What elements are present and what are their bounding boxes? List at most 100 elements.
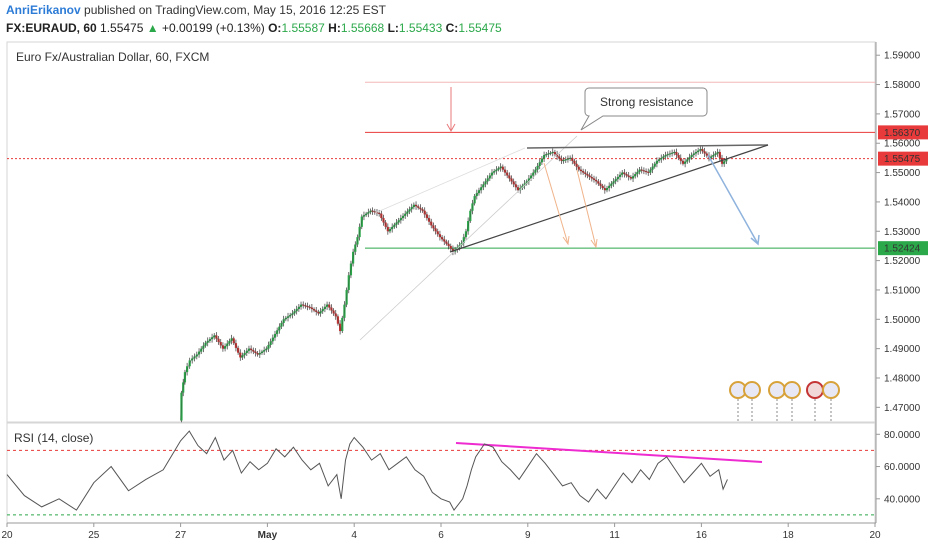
time-axis[interactable]: 20 25 27 May 4 6 9 11 16 18 20 (1, 523, 881, 541)
candle-body-217 (651, 166, 654, 170)
candle-body-38 (263, 350, 266, 352)
candle-body-210 (636, 171, 639, 175)
triangle-bottom-line[interactable] (449, 144, 769, 253)
candle-body-151 (508, 175, 511, 179)
candle-body-113 (425, 214, 428, 219)
candle-body-134 (471, 203, 474, 211)
price-tick-label-4: 1.51000 (884, 285, 921, 296)
triangle-top-line[interactable] (526, 144, 769, 149)
au-flag-icon-4[interactable] (783, 381, 801, 399)
candle-body-87 (369, 210, 372, 213)
candle-body-43 (273, 333, 277, 338)
candle-body-40 (267, 344, 270, 349)
time-tick-label-3: May (258, 530, 278, 541)
rsi-pane[interactable] (6, 422, 876, 524)
candle-body-0 (180, 392, 183, 421)
candle-body-3 (186, 366, 189, 373)
candle-body-247 (716, 152, 719, 154)
au-flag-icon-3[interactable] (768, 381, 786, 399)
drawings[interactable]: Strong resistance (359, 87, 769, 463)
candle-body-191 (595, 179, 598, 182)
eu-flag-icon[interactable] (806, 381, 824, 399)
candle-body-238 (697, 150, 700, 153)
candle-body-189 (590, 176, 593, 179)
rsi-axis[interactable]: 40.0000 60.0000 80.0000 (876, 430, 921, 506)
candle-body-32 (250, 348, 253, 351)
candle-body-61 (312, 309, 316, 311)
price-tick-label-1: 1.48000 (884, 373, 921, 384)
candle-body-246 (714, 153, 717, 155)
candle-body-83 (360, 216, 363, 227)
candle-body-24 (232, 338, 235, 344)
candle-body-46 (280, 322, 283, 327)
price-tick-label-7: 1.54000 (884, 197, 921, 208)
candle-body-119 (438, 234, 442, 238)
candle-body-208 (631, 176, 635, 179)
open-label: O: (268, 21, 282, 35)
candle-body-28 (241, 355, 244, 358)
time-tick-label-5: 6 (438, 530, 444, 541)
candle-body-108 (414, 204, 418, 207)
candle-body-84 (362, 215, 366, 217)
candle-body-97 (391, 226, 394, 230)
price-badge-label-0: 1.56370 (884, 128, 921, 139)
candle-body-118 (436, 231, 439, 235)
high-value: 1.55668 (340, 21, 385, 35)
candle-body-239 (699, 149, 702, 151)
candle-body-104 (406, 211, 409, 214)
candle-body-178 (566, 158, 570, 160)
candle-body-123 (447, 243, 450, 246)
candle-body-198 (610, 183, 613, 186)
candle-body-175 (560, 158, 563, 161)
candle-body-138 (480, 187, 483, 191)
candle-body-209 (634, 174, 637, 177)
candle-body-232 (684, 161, 687, 164)
time-tick-label-4: 4 (351, 530, 357, 541)
rsi-series-line (6, 430, 728, 512)
rsi-trend-line[interactable] (455, 442, 763, 463)
candle-body-44 (276, 330, 279, 334)
candle-body-85 (365, 213, 368, 216)
au-flag-icon-2[interactable] (743, 381, 761, 399)
price-pane-title: Euro Fx/Australian Dollar, 60, FXCM (16, 50, 209, 64)
candle-body-195 (603, 187, 606, 191)
candle-body-16 (215, 335, 218, 339)
author-link[interactable]: AnriErikanov (6, 3, 81, 17)
candle-body-93 (382, 218, 385, 223)
candle-body-122 (445, 241, 448, 244)
down-arrow-orange-2 (576, 169, 597, 248)
callout-text: Strong resistance (600, 95, 694, 109)
callout-bubble[interactable] (580, 87, 708, 131)
event-icons[interactable] (729, 381, 840, 422)
candle-body-141 (486, 178, 489, 182)
candle-body-23 (230, 338, 233, 341)
price-pane[interactable] (6, 41, 876, 423)
time-tick-label-7: 11 (609, 530, 620, 541)
candle-body-250 (723, 161, 726, 164)
candle-body-142 (488, 175, 491, 179)
candle-body-56 (302, 304, 305, 306)
price-axis[interactable]: 1.47000 1.48000 1.49000 1.50000 1.51000 1.520… (876, 51, 921, 414)
candle-body-212 (640, 169, 643, 171)
candle-body-5 (191, 358, 194, 361)
down-arrow-red-head (446, 123, 456, 133)
candle-body-82 (358, 226, 361, 238)
au-flag-icon-5[interactable] (822, 381, 840, 399)
candle-body-177 (564, 159, 567, 161)
close-value: 1.55475 (458, 21, 502, 35)
candle-body-135 (473, 196, 476, 204)
candle-body-55 (299, 304, 303, 307)
price-tick-label-3: 1.50000 (884, 315, 921, 326)
candle-body-79 (352, 251, 355, 264)
candle-body-218 (653, 163, 656, 167)
candle-body-244 (710, 156, 713, 158)
ohlc-line: FX:EURAUD, 60 1.55475 ▲ +0.00199 (+0.13%… (6, 21, 502, 35)
candle-body-49 (286, 316, 290, 318)
publish-line: AnriErikanov published on TradingView.co… (6, 3, 386, 17)
candle-body-207 (629, 176, 632, 179)
candle-body-224 (666, 154, 669, 156)
candle-body-235 (690, 154, 693, 158)
candle-body-89 (373, 211, 376, 213)
candle-body-50 (289, 314, 292, 317)
